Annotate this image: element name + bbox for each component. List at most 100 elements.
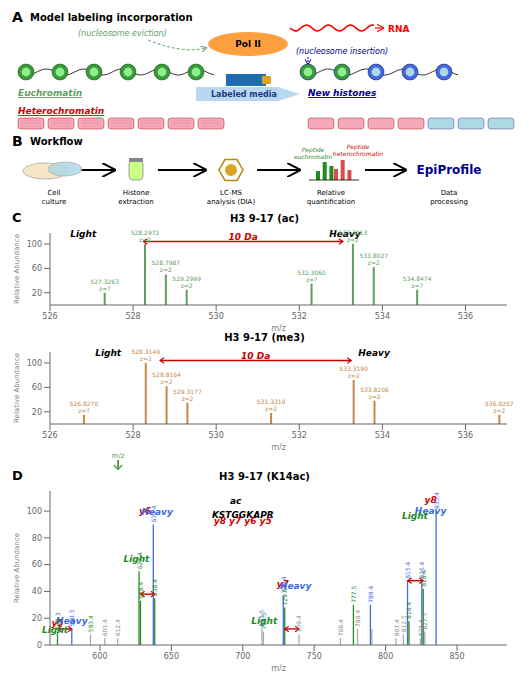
svg-text:533.8206z=2: 533.8206z=2 (360, 386, 389, 400)
svg-text:750: 750 (307, 652, 322, 661)
svg-text:EpiProfile: EpiProfile (416, 163, 481, 177)
svg-text:527.3263z=?: 527.3263z=? (90, 278, 119, 292)
svg-text:60: 60 (32, 560, 42, 569)
svg-text:10 Da: 10 Da (229, 232, 258, 242)
svg-text:100: 100 (27, 507, 42, 516)
svg-text:739.4: 739.4 (295, 615, 302, 632)
svg-text:526: 526 (42, 312, 57, 321)
svg-text:533.3013z=2: 533.3013z=2 (339, 229, 368, 243)
svg-text:534: 534 (375, 431, 390, 440)
svg-text:RNA: RNA (388, 24, 409, 34)
svg-text:LC-MSanalysis (DIA): LC-MSanalysis (DIA) (207, 189, 256, 206)
svg-text:y8 y7 y6 y5: y8 y7 y6 y5 (214, 516, 272, 526)
svg-text:526.8270z=?: 526.8270z=? (70, 400, 99, 414)
svg-text:713.5: 713.5 (259, 610, 266, 627)
svg-text:Relative Abundance: Relative Abundance (13, 533, 21, 603)
svg-text:777.5: 777.5 (350, 585, 357, 602)
svg-text:593.4: 593.4 (87, 615, 94, 632)
svg-text:Model labeling incorporation: Model labeling incorporation (30, 12, 193, 23)
svg-text:800: 800 (378, 652, 393, 661)
svg-text:530: 530 (209, 431, 224, 440)
svg-text:Heavy: Heavy (141, 507, 174, 517)
svg-text:530: 530 (209, 312, 224, 321)
svg-text:Light: Light (70, 229, 97, 239)
svg-text:534.8474z=?: 534.8474z=? (403, 275, 432, 289)
svg-text:529.2999z=2: 529.2999z=2 (172, 275, 201, 289)
svg-text:80: 80 (32, 534, 42, 543)
svg-text:(nucleosome eviction): (nucleosome eviction) (78, 29, 167, 38)
svg-text:536: 536 (458, 431, 473, 440)
svg-text:768.4: 768.4 (337, 619, 344, 636)
svg-text:580.3: 580.3 (68, 610, 75, 627)
svg-text:A: A (12, 9, 23, 25)
svg-text:850: 850 (449, 652, 464, 661)
svg-text:20: 20 (32, 289, 42, 298)
svg-text:Euchromatin: Euchromatin (18, 88, 82, 98)
svg-text:Relative Abundance: Relative Abundance (13, 353, 21, 423)
svg-text:532: 532 (292, 312, 307, 321)
svg-text:807.4: 807.4 (393, 619, 400, 636)
svg-text:534: 534 (375, 312, 390, 321)
svg-text:100: 100 (27, 240, 42, 249)
svg-text:528.2972z=2: 528.2972z=2 (131, 229, 160, 243)
svg-text:600: 600 (92, 652, 107, 661)
svg-text:528: 528 (125, 312, 140, 321)
svg-text:531.3319z=2: 531.3319z=2 (257, 398, 286, 412)
svg-text:528: 528 (125, 431, 140, 440)
svg-text:528.3149z=2: 528.3149z=2 (131, 348, 160, 362)
svg-text:Relative Abundance: Relative Abundance (13, 234, 21, 304)
svg-text:Heavy: Heavy (358, 348, 391, 358)
svg-text:835.4: 835.4 (433, 492, 440, 509)
svg-text:m/z: m/z (271, 324, 286, 331)
svg-text:New histones: New histones (308, 88, 377, 98)
svg-text:Labeled media: Labeled media (211, 90, 277, 99)
svg-text:536.8257z=2: 536.8257z=2 (485, 400, 514, 414)
svg-text:827.5: 827.5 (421, 612, 428, 629)
svg-text:532.3060z=?: 532.3060z=? (297, 269, 326, 283)
svg-text:533.8027z=2: 533.8027z=2 (359, 252, 388, 266)
svg-text:570.3: 570.3 (54, 612, 61, 629)
svg-text:603.4: 603.4 (101, 619, 108, 636)
svg-text:Peptideheterochromatin: Peptideheterochromatin (333, 143, 383, 157)
svg-text:Peptideeuchromatin: Peptideeuchromatin (294, 146, 332, 160)
svg-text:Histoneextraction: Histoneextraction (118, 189, 154, 206)
svg-text:528.8164z=2: 528.8164z=2 (152, 371, 181, 385)
svg-text:526: 526 (42, 431, 57, 440)
svg-text:528.7987z=2: 528.7987z=2 (152, 259, 181, 273)
svg-text:100: 100 (27, 359, 42, 368)
svg-text:628.4: 628.4 (137, 581, 144, 598)
svg-text:0: 0 (37, 641, 42, 650)
svg-text:780.4: 780.4 (354, 610, 361, 627)
svg-text:m/z: m/z (271, 664, 286, 671)
svg-text:Pol II: Pol II (235, 39, 261, 49)
svg-text:700: 700 (235, 652, 250, 661)
svg-text:B: B (12, 133, 23, 149)
svg-text:Light: Light (402, 511, 429, 521)
svg-text:Workflow: Workflow (30, 136, 83, 147)
svg-text:533.3190z=2: 533.3190z=2 (339, 365, 368, 379)
svg-text:536: 536 (458, 312, 473, 321)
svg-text:Heterochromatin: Heterochromatin (18, 106, 104, 116)
svg-text:789.4: 789.4 (367, 585, 374, 602)
svg-text:60: 60 (32, 264, 42, 273)
svg-text:20: 20 (32, 408, 42, 417)
svg-text:m/z: m/z (271, 443, 286, 450)
svg-text:816.4: 816.4 (405, 602, 412, 619)
svg-text:Cellculture: Cellculture (42, 189, 66, 206)
svg-text:638.4: 638.4 (151, 579, 158, 596)
svg-text:10 Da: 10 Da (241, 351, 270, 361)
svg-text:20: 20 (32, 614, 42, 623)
svg-text:40: 40 (32, 587, 42, 596)
svg-text:729.4: 729.4 (281, 588, 288, 605)
svg-text:826.4: 826.4 (420, 569, 427, 586)
svg-text:m/z: m/z (112, 452, 125, 460)
svg-text:637.4: 637.4 (150, 505, 157, 522)
svg-text:650: 650 (164, 652, 179, 661)
svg-text:612.4: 612.4 (114, 619, 121, 636)
svg-text:(nucleosome insertion): (nucleosome insertion) (296, 47, 388, 56)
svg-text:ac: ac (230, 496, 242, 506)
svg-text:532: 532 (292, 431, 307, 440)
svg-text:Dataprocessing: Dataprocessing (430, 189, 468, 206)
svg-text:Relativequantification: Relativequantification (307, 189, 355, 206)
svg-text:Light: Light (95, 348, 122, 358)
